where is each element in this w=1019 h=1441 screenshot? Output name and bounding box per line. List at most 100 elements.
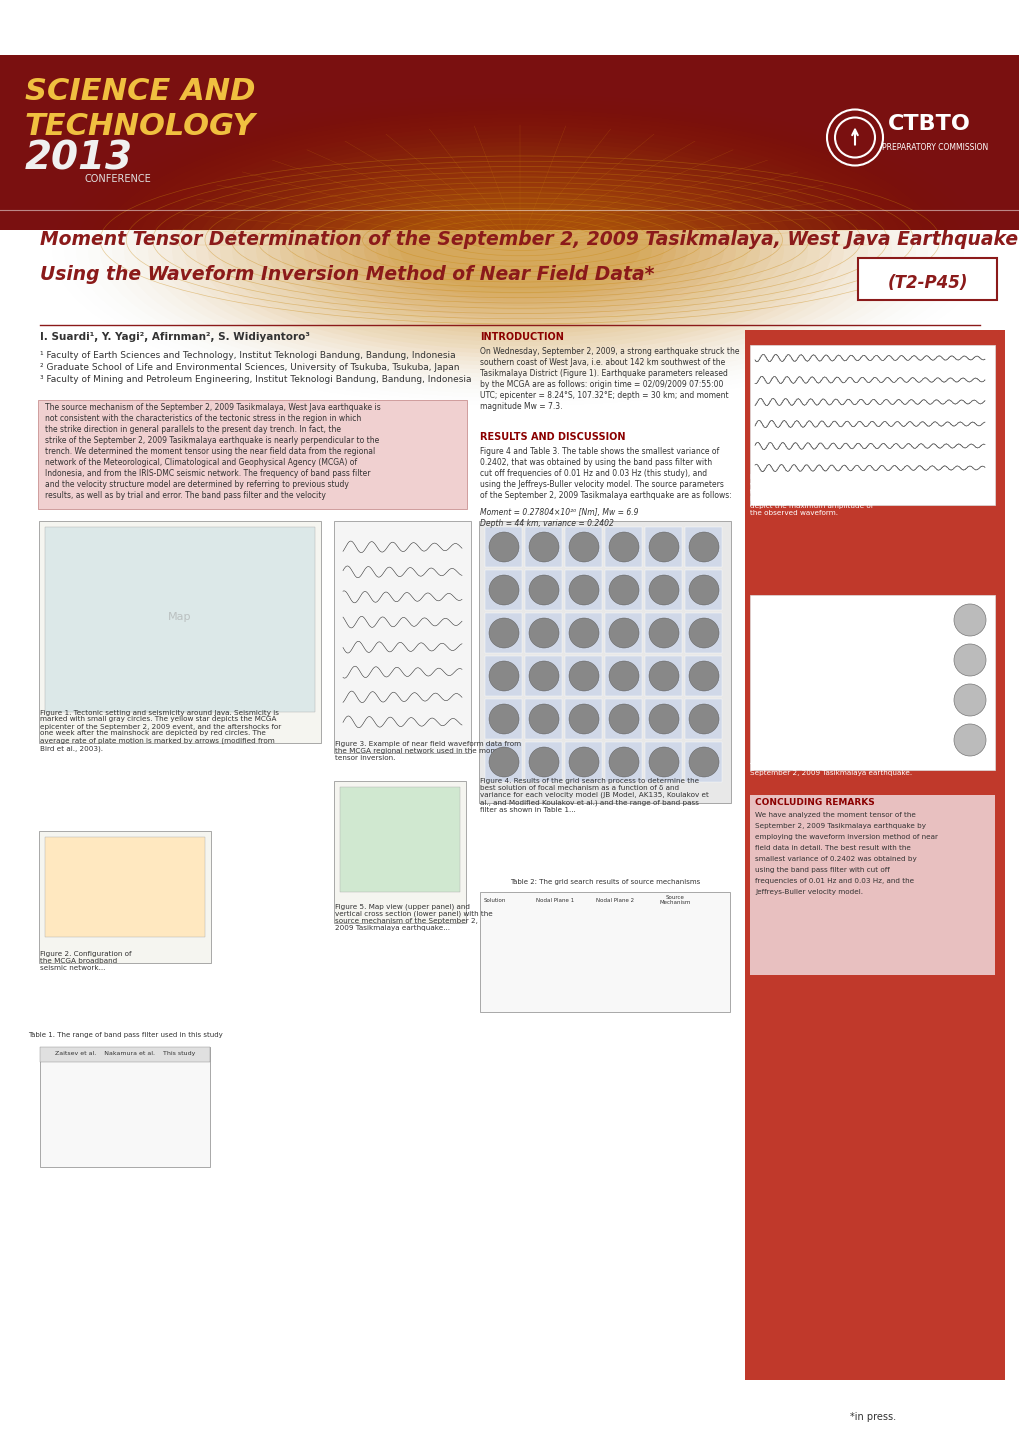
Text: smallest variance of 0.2402 was obtained by: smallest variance of 0.2402 was obtained… <box>754 856 916 862</box>
Bar <box>40 1048 210 1062</box>
Bar <box>604 571 641 610</box>
Text: CTBTO: CTBTO <box>888 114 970 134</box>
Circle shape <box>529 618 558 648</box>
Bar <box>604 699 641 739</box>
Text: CONCLUDING REMARKS: CONCLUDING REMARKS <box>754 798 874 807</box>
Ellipse shape <box>364 197 676 303</box>
Bar <box>685 612 721 653</box>
Circle shape <box>826 110 882 166</box>
Bar <box>525 612 561 653</box>
Bar <box>685 656 721 696</box>
Circle shape <box>648 618 679 648</box>
FancyBboxPatch shape <box>38 401 467 509</box>
Bar <box>744 330 1004 1380</box>
Text: Moment Tensor Determination of the September 2, 2009 Tasikmalaya, West Java Eart: Moment Tensor Determination of the Septe… <box>40 231 1017 249</box>
Text: magnitude Mw = 7.3.: magnitude Mw = 7.3. <box>480 402 561 411</box>
Circle shape <box>488 532 519 562</box>
Circle shape <box>953 723 985 757</box>
Text: by the MCGA are as follows: origin time = 02/09/2009 07:55:00: by the MCGA are as follows: origin time … <box>480 380 722 389</box>
Bar <box>644 571 682 610</box>
Text: Zaitsev et al.    Nakamura et al.    This study: Zaitsev et al. Nakamura et al. This stud… <box>55 1052 195 1056</box>
Bar <box>565 656 601 696</box>
Circle shape <box>688 746 718 777</box>
Text: not consistent with the characteristics of the tectonic stress in the region in : not consistent with the characteristics … <box>45 414 361 424</box>
Text: (T2-P45): (T2-P45) <box>887 274 967 293</box>
Text: strike of the September 2, 2009 Tasikmalaya earthquake is nearly perpendicular t: strike of the September 2, 2009 Tasikmal… <box>45 437 379 445</box>
Text: and the velocity structure model are determined by referring to previous study: and the velocity structure model are det… <box>45 480 348 488</box>
Text: Map: Map <box>168 612 192 623</box>
Circle shape <box>569 661 598 692</box>
Circle shape <box>953 684 985 716</box>
Bar <box>525 699 561 739</box>
Circle shape <box>529 532 558 562</box>
Text: Figure 3. Example of near field waveform data from
the MCGA regional network use: Figure 3. Example of near field waveform… <box>334 741 521 761</box>
Bar <box>45 527 315 712</box>
Circle shape <box>648 661 679 692</box>
Text: network of the Meteorological, Climatological and Geophysical Agency (MCGA) of: network of the Meteorological, Climatolo… <box>45 458 357 467</box>
Ellipse shape <box>399 210 639 290</box>
Circle shape <box>688 532 718 562</box>
Bar <box>565 742 601 782</box>
Text: 2013: 2013 <box>25 140 132 179</box>
Circle shape <box>569 532 598 562</box>
Text: ² Graduate School of Life and Environmental Sciences, University of Tsukuba, Tsu: ² Graduate School of Life and Environmen… <box>40 363 459 372</box>
Bar <box>0 55 1019 231</box>
FancyBboxPatch shape <box>333 522 471 754</box>
Bar <box>484 742 522 782</box>
Circle shape <box>608 705 638 733</box>
Text: Nodal Plane 2: Nodal Plane 2 <box>595 898 634 902</box>
Bar <box>644 527 682 566</box>
Bar <box>604 742 641 782</box>
Text: using the band pass filter with cut off: using the band pass filter with cut off <box>754 867 889 873</box>
Text: CONFERENCE: CONFERENCE <box>85 174 152 184</box>
Text: INTRODUCTION: INTRODUCTION <box>480 331 564 342</box>
Circle shape <box>608 746 638 777</box>
Bar <box>685 742 721 782</box>
Circle shape <box>529 575 558 605</box>
Bar <box>749 795 994 976</box>
Text: UTC; epicenter = 8.24°S, 107.32°E; depth = 30 km; and moment: UTC; epicenter = 8.24°S, 107.32°E; depth… <box>480 391 728 401</box>
Ellipse shape <box>339 190 699 310</box>
FancyBboxPatch shape <box>39 522 321 744</box>
Bar <box>40 1048 210 1167</box>
Circle shape <box>608 532 638 562</box>
Text: trench. We determined the moment tensor using the near field data from the regio: trench. We determined the moment tensor … <box>45 447 375 455</box>
Circle shape <box>569 746 598 777</box>
Ellipse shape <box>376 202 663 298</box>
Bar <box>685 527 721 566</box>
Text: Table 4. Comparisons of source mechanisms of the
September 2, 2009 Tasikmalaya e: Table 4. Comparisons of source mechanism… <box>749 762 932 777</box>
Text: On Wednesday, September 2, 2009, a strong earthquake struck the: On Wednesday, September 2, 2009, a stron… <box>480 347 739 356</box>
Bar <box>525 571 561 610</box>
Bar <box>525 527 561 566</box>
Circle shape <box>488 746 519 777</box>
Text: using the Jeffreys-Buller velocity model. The source parameters: using the Jeffreys-Buller velocity model… <box>480 480 723 488</box>
Text: ¹ Faculty of Earth Sciences and Technology, Institut Teknologi Bandung, Bandung,: ¹ Faculty of Earth Sciences and Technolo… <box>40 352 455 360</box>
Text: field data in detail. The best result with the: field data in detail. The best result wi… <box>754 844 910 852</box>
Circle shape <box>608 618 638 648</box>
Text: 0.2402, that was obtained by using the band pass filter with: 0.2402, that was obtained by using the b… <box>480 458 711 467</box>
Bar <box>484 612 522 653</box>
Text: Moment = 0.27804×10²⁰ [Nm], Mw = 6.9: Moment = 0.27804×10²⁰ [Nm], Mw = 6.9 <box>480 509 638 517</box>
Circle shape <box>529 661 558 692</box>
FancyBboxPatch shape <box>857 258 996 300</box>
Text: southern coast of West Java, i.e. about 142 km southwest of the: southern coast of West Java, i.e. about … <box>480 357 725 367</box>
Circle shape <box>488 661 519 692</box>
Bar <box>604 656 641 696</box>
Text: Jeffreys-Buller velocity model.: Jeffreys-Buller velocity model. <box>754 889 862 895</box>
Bar <box>525 742 561 782</box>
Text: Indonesia, and from the IRIS-DMC seismic network. The frequency of band pass fil: Indonesia, and from the IRIS-DMC seismic… <box>45 468 370 478</box>
Bar <box>604 527 641 566</box>
Bar <box>484 527 522 566</box>
Bar <box>339 787 460 892</box>
Text: September 2, 2009 Tasikmalaya earthquake by: September 2, 2009 Tasikmalaya earthquake… <box>754 823 925 829</box>
Bar <box>565 612 601 653</box>
Text: I. Suardi¹, Y. Yagi², Afirnman², S. Widiyantoro³: I. Suardi¹, Y. Yagi², Afirnman², S. Widi… <box>40 331 310 342</box>
Text: Using the Waveform Inversion Method of Near Field Data*: Using the Waveform Inversion Method of N… <box>40 265 654 284</box>
Text: PREPARATORY COMMISSION: PREPARATORY COMMISSION <box>881 144 987 153</box>
Text: ³ Faculty of Mining and Petroleum Engineering, Institut Teknologi Bandung, Bandu: ³ Faculty of Mining and Petroleum Engine… <box>40 375 471 383</box>
Text: Table 1. The range of band pass filter used in this study: Table 1. The range of band pass filter u… <box>28 1032 222 1038</box>
Bar <box>525 656 561 696</box>
Text: *in press.: *in press. <box>849 1412 896 1422</box>
Circle shape <box>688 618 718 648</box>
Text: RESULTS AND DISCUSSION: RESULTS AND DISCUSSION <box>480 432 625 442</box>
